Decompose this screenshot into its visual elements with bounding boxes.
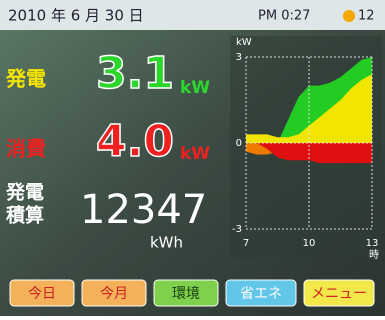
badge-icon — [343, 10, 355, 22]
badge: 12 — [358, 9, 375, 24]
consumption-unit: kW — [180, 144, 210, 164]
button-label[interactable]: 環境 — [172, 286, 200, 302]
total-unit: kWh — [150, 234, 183, 252]
x-axis-label: 時 — [369, 249, 379, 261]
generation-value: 3.1 — [96, 48, 174, 99]
button-label[interactable]: 省エネ — [240, 286, 282, 302]
y-tick-label: 3 — [236, 52, 242, 63]
generation-label: 発電 — [5, 67, 46, 91]
y-tick-label: -3 — [232, 224, 242, 235]
y-tick-label: 0 — [236, 138, 242, 149]
generation-unit: kW — [180, 78, 210, 98]
consumption-label: 消費 — [6, 137, 46, 161]
y-axis-label: kW — [236, 37, 252, 48]
total-value: 12347 — [80, 187, 207, 233]
total-label: 積算 — [6, 204, 44, 227]
button-label[interactable]: 今日 — [28, 286, 56, 302]
consumption-value: 4.0 — [96, 116, 174, 167]
time: PM 0:27 — [258, 9, 310, 24]
x-tick-label: 13 — [366, 238, 379, 249]
total-label: 発電 — [5, 181, 44, 204]
button-label[interactable]: メニュー — [311, 286, 367, 302]
date: 2010 年 6 月 30 日 — [8, 7, 144, 25]
button-label[interactable]: 今月 — [100, 286, 128, 302]
device-screen: 2010 年 6 月 30 日 PM 0:27 12 発電 3.1 kW 消費 … — [0, 0, 385, 316]
button-bar: 今日 今月 環境 省エネ メニュー — [10, 280, 374, 306]
graph: kW 時 -3 0 3 7 10 13 — [230, 36, 382, 261]
x-tick-label: 10 — [303, 238, 316, 249]
x-tick-label: 7 — [243, 238, 249, 249]
